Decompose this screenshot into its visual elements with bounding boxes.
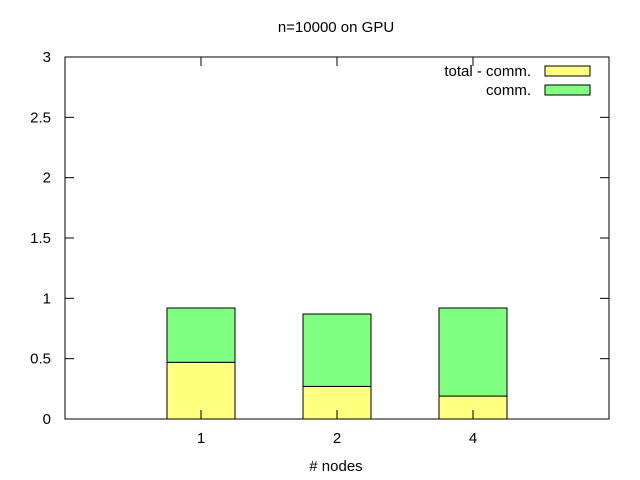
y-tick-label: 3	[43, 49, 51, 66]
bars-group	[166, 307, 508, 420]
legend-label: comm.	[486, 82, 531, 99]
y-tick-label: 0	[43, 411, 51, 428]
y-tick-label: 2.5	[30, 109, 51, 126]
legend-label: total - comm.	[444, 63, 531, 80]
legend-swatch	[544, 65, 591, 77]
y-tick-label: 1.5	[30, 230, 51, 247]
x-tick-label: 4	[469, 430, 477, 447]
bar-1-series-1	[166, 307, 236, 363]
chart-title: n=10000 on GPU	[278, 19, 394, 36]
x-tick-label: 2	[333, 430, 341, 447]
x-tick-label: 1	[197, 430, 205, 447]
x-axis-label: # nodes	[309, 458, 362, 475]
axes-group: 0 0.5 1 1.5 2 2.5 3 1 2 4	[30, 49, 610, 447]
legend-swatch	[544, 84, 591, 96]
bar-4-series-1	[438, 307, 508, 397]
y-tick-label: 2	[43, 170, 51, 187]
legend: total - comm. comm.	[444, 63, 591, 99]
bar-1-series-0	[166, 361, 236, 420]
bar-2-series-1	[302, 313, 372, 387]
y-tick-label: 0.5	[30, 351, 51, 368]
y-tick-label: 1	[43, 290, 51, 307]
